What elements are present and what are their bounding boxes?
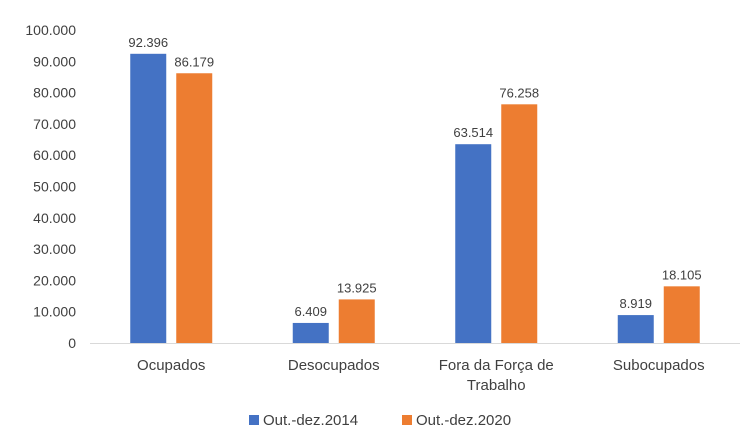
legend-swatch bbox=[402, 415, 412, 425]
category-label: Desocupados bbox=[288, 357, 380, 374]
y-tick-label: 70.000 bbox=[33, 116, 76, 132]
data-label: 13.925 bbox=[337, 280, 377, 295]
category-label: Ocupados bbox=[137, 357, 205, 374]
data-label: 92.396 bbox=[128, 35, 168, 50]
data-label: 6.409 bbox=[294, 304, 327, 319]
y-tick-label: 60.000 bbox=[33, 147, 76, 163]
legend-swatch bbox=[249, 415, 259, 425]
category-label-line: Trabalho bbox=[467, 377, 526, 394]
legend-label: Out.-dez.2014 bbox=[263, 412, 358, 429]
data-label: 8.919 bbox=[619, 296, 652, 311]
category-label: Fora da Força de Trabalho bbox=[439, 357, 554, 394]
bar bbox=[455, 144, 492, 343]
bar bbox=[130, 53, 167, 343]
data-label: 18.105 bbox=[662, 267, 702, 282]
bars bbox=[130, 53, 700, 343]
y-tick-label: 30.000 bbox=[33, 241, 76, 257]
bar bbox=[292, 322, 329, 343]
y-tick-label: 20.000 bbox=[33, 272, 76, 288]
category-label-line: Subocupados bbox=[613, 357, 705, 374]
y-tick-label: 100.000 bbox=[25, 22, 76, 38]
legend-label: Out.-dez.2020 bbox=[416, 412, 511, 429]
category-label-line: Desocupados bbox=[288, 357, 380, 374]
y-tick-label: 50.000 bbox=[33, 179, 76, 195]
bar bbox=[663, 286, 700, 343]
x-axis-category-labels: Ocupados Desocupados Fora da Força de Traba… bbox=[137, 357, 705, 394]
category-label: Subocupados bbox=[613, 357, 705, 374]
category-label-line: Fora da Força de bbox=[439, 357, 554, 374]
y-tick-label: 40.000 bbox=[33, 210, 76, 226]
data-labels: 92.396 86.179 6.409 13.925 63.514 76.258 8.919… bbox=[128, 35, 701, 319]
category-label-line: Ocupados bbox=[137, 357, 205, 374]
y-axis-tick-labels: 0 10.000 20.000 30.000 40.000 50.000 60.000 70.… bbox=[25, 22, 76, 351]
data-label: 86.179 bbox=[174, 54, 214, 69]
bar bbox=[501, 104, 538, 343]
y-tick-label: 90.000 bbox=[33, 53, 76, 69]
bar bbox=[176, 73, 213, 343]
y-tick-label: 80.000 bbox=[33, 85, 76, 101]
data-label: 63.514 bbox=[453, 125, 493, 140]
y-tick-label: 10.000 bbox=[33, 304, 76, 320]
bar bbox=[617, 315, 654, 343]
y-tick-label: 0 bbox=[68, 335, 76, 351]
legend: Out.-dez.2014 Out.-dez.2020 bbox=[249, 412, 511, 429]
bar bbox=[338, 299, 375, 343]
data-label: 76.258 bbox=[499, 85, 539, 100]
